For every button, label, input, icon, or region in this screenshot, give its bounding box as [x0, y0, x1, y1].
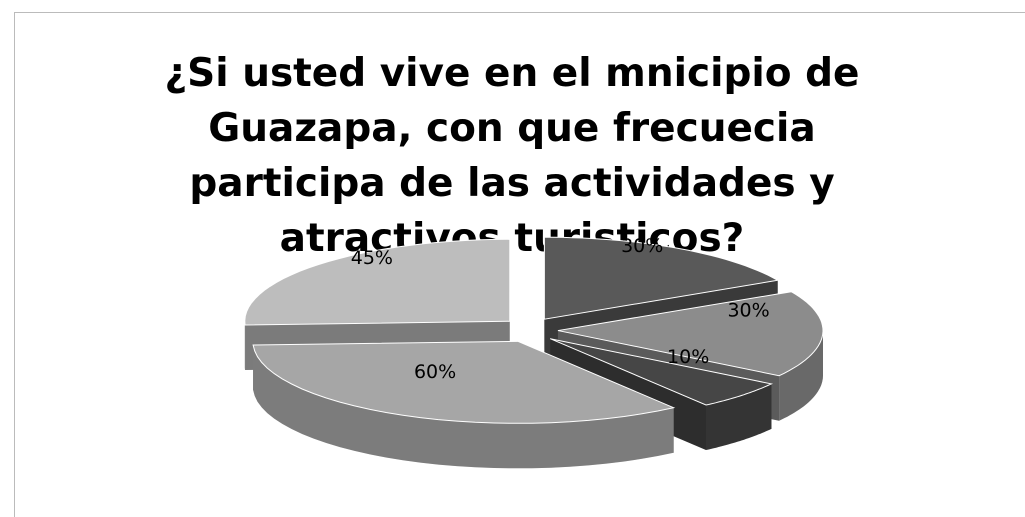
slice-wall — [706, 383, 772, 450]
slice-wall-shade — [706, 383, 772, 450]
slice — [252, 340, 676, 424]
data-label: 10% — [667, 346, 709, 368]
slice-wall — [253, 345, 674, 469]
slice-wall-shade — [253, 345, 674, 469]
slice — [244, 238, 511, 326]
slice — [557, 291, 824, 377]
data-label: 45% — [351, 247, 393, 269]
data-label: 60% — [414, 361, 456, 383]
data-label: 30% — [621, 235, 663, 257]
slice-wall-shade — [779, 330, 823, 421]
data-label: 30% — [727, 300, 769, 322]
slice — [543, 236, 780, 320]
slice-wall — [779, 330, 823, 421]
chart-frame — [14, 12, 1025, 517]
slice — [550, 338, 774, 406]
